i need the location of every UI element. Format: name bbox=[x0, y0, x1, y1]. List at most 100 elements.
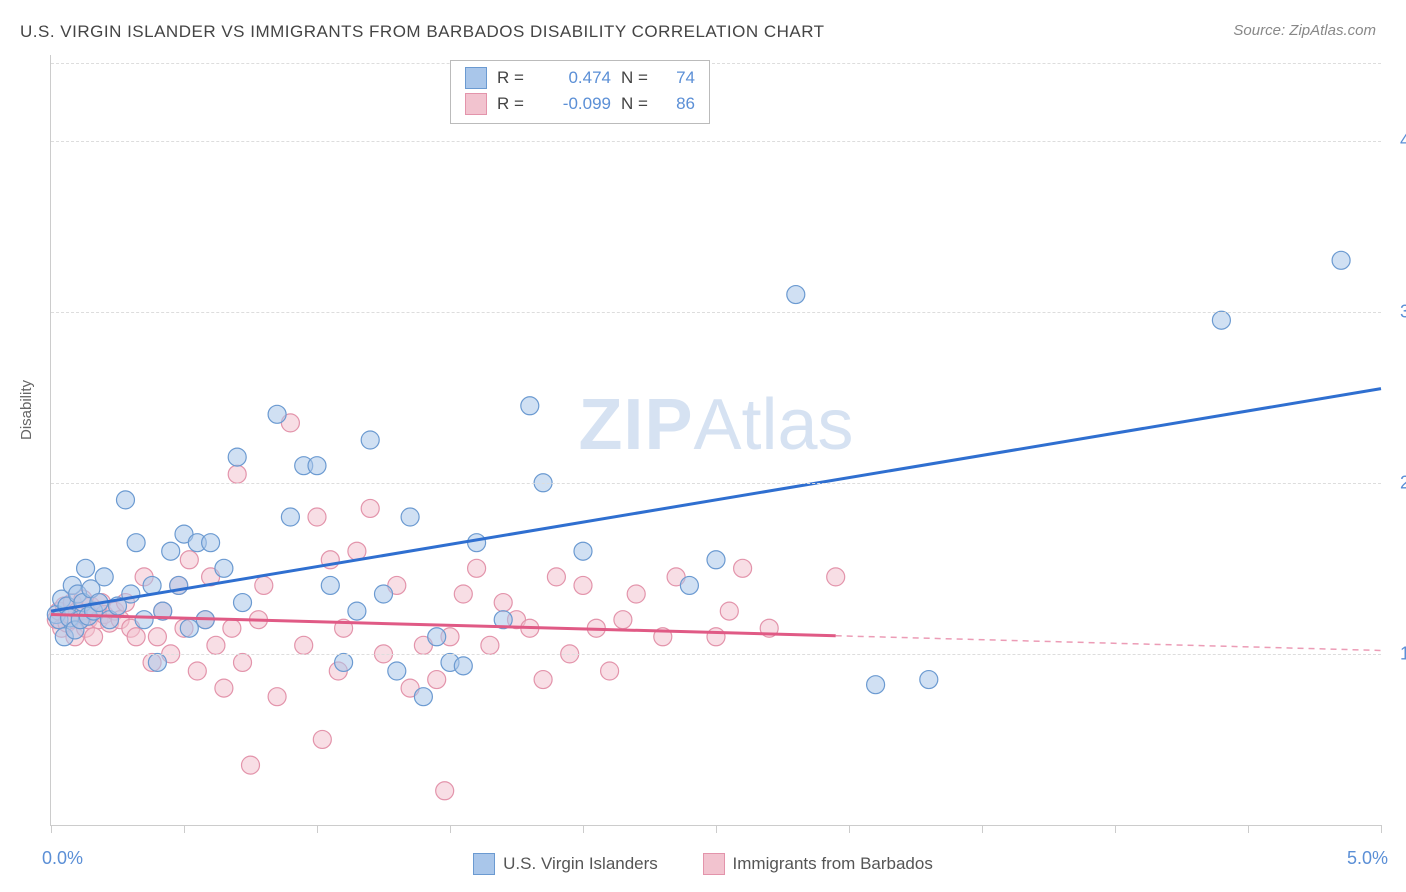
data-point bbox=[867, 676, 885, 694]
y-tick-label: 10.0% bbox=[1400, 643, 1406, 664]
data-point bbox=[162, 542, 180, 560]
data-point bbox=[521, 397, 539, 415]
data-point bbox=[614, 611, 632, 629]
data-point bbox=[574, 576, 592, 594]
data-point bbox=[361, 499, 379, 517]
data-point bbox=[388, 662, 406, 680]
data-point bbox=[468, 534, 486, 552]
data-point bbox=[77, 559, 95, 577]
data-point bbox=[494, 594, 512, 612]
x-tick bbox=[317, 825, 318, 833]
gridline bbox=[51, 483, 1381, 484]
legend-stats-row-1: R = -0.099 N = 86 bbox=[465, 91, 695, 117]
data-point bbox=[242, 756, 260, 774]
data-point bbox=[127, 534, 145, 552]
data-point bbox=[215, 679, 233, 697]
data-point bbox=[428, 628, 446, 646]
data-point bbox=[627, 585, 645, 603]
data-point bbox=[255, 576, 273, 594]
data-point bbox=[734, 559, 752, 577]
trend-line-dashed bbox=[836, 636, 1381, 651]
y-axis-title: Disability bbox=[18, 380, 35, 440]
data-point bbox=[680, 576, 698, 594]
y-tick-label: 30.0% bbox=[1400, 301, 1406, 322]
data-point bbox=[228, 465, 246, 483]
gridline bbox=[51, 63, 1381, 64]
data-point bbox=[707, 551, 725, 569]
data-point bbox=[454, 657, 472, 675]
data-point bbox=[468, 559, 486, 577]
data-point bbox=[234, 594, 252, 612]
x-tick bbox=[51, 825, 52, 833]
data-point bbox=[135, 611, 153, 629]
data-point bbox=[207, 636, 225, 654]
y-tick-label: 20.0% bbox=[1400, 472, 1406, 493]
x-tick-label-min: 0.0% bbox=[42, 848, 83, 869]
plot-area: ZIPAtlas 10.0%20.0%30.0%40.0% bbox=[50, 55, 1381, 826]
legend-item-0: U.S. Virgin Islanders bbox=[473, 853, 658, 875]
n-label-0: N = bbox=[621, 68, 655, 88]
data-point bbox=[228, 448, 246, 466]
data-point bbox=[827, 568, 845, 586]
data-point bbox=[180, 551, 198, 569]
data-point bbox=[481, 636, 499, 654]
data-point bbox=[95, 568, 113, 586]
r-label-0: R = bbox=[497, 68, 531, 88]
data-point bbox=[223, 619, 241, 637]
data-point bbox=[361, 431, 379, 449]
data-point bbox=[348, 602, 366, 620]
x-tick bbox=[849, 825, 850, 833]
source-prefix: Source: bbox=[1233, 22, 1289, 39]
data-point bbox=[707, 628, 725, 646]
x-tick bbox=[716, 825, 717, 833]
data-point bbox=[534, 671, 552, 689]
data-point bbox=[574, 542, 592, 560]
x-tick bbox=[450, 825, 451, 833]
data-point bbox=[720, 602, 738, 620]
r-value-0: 0.474 bbox=[541, 68, 611, 88]
x-tick bbox=[982, 825, 983, 833]
legend-label-1: Immigrants from Barbados bbox=[733, 854, 933, 874]
data-point bbox=[375, 585, 393, 603]
legend-label-0: U.S. Virgin Islanders bbox=[503, 854, 658, 874]
legend-stats: R = 0.474 N = 74 R = -0.099 N = 86 bbox=[450, 60, 710, 124]
data-point bbox=[268, 405, 286, 423]
x-tick-label-max: 5.0% bbox=[1347, 848, 1388, 869]
data-point bbox=[202, 534, 220, 552]
data-point bbox=[308, 508, 326, 526]
n-label-1: N = bbox=[621, 94, 655, 114]
data-point bbox=[428, 671, 446, 689]
x-tick bbox=[184, 825, 185, 833]
data-point bbox=[215, 559, 233, 577]
data-point bbox=[308, 457, 326, 475]
data-point bbox=[268, 688, 286, 706]
data-point bbox=[436, 782, 454, 800]
y-tick-label: 40.0% bbox=[1400, 130, 1406, 151]
legend-series: U.S. Virgin Islanders Immigrants from Ba… bbox=[0, 853, 1406, 880]
r-value-1: -0.099 bbox=[541, 94, 611, 114]
data-point bbox=[281, 508, 299, 526]
data-point bbox=[454, 585, 472, 603]
data-point bbox=[401, 508, 419, 526]
data-point bbox=[148, 628, 166, 646]
data-point bbox=[547, 568, 565, 586]
x-tick bbox=[1115, 825, 1116, 833]
legend-swatch-b0 bbox=[473, 853, 495, 875]
x-tick bbox=[1381, 825, 1382, 833]
legend-swatch-1 bbox=[465, 93, 487, 115]
trend-line-solid bbox=[51, 389, 1381, 611]
gridline bbox=[51, 141, 1381, 142]
legend-stats-row-0: R = 0.474 N = 74 bbox=[465, 65, 695, 91]
data-point bbox=[127, 628, 145, 646]
data-point bbox=[335, 653, 353, 671]
x-tick bbox=[583, 825, 584, 833]
data-point bbox=[1332, 251, 1350, 269]
legend-swatch-b1 bbox=[703, 853, 725, 875]
data-point bbox=[920, 671, 938, 689]
source-name: ZipAtlas.com bbox=[1289, 22, 1376, 39]
data-point bbox=[313, 730, 331, 748]
data-point bbox=[85, 628, 103, 646]
data-point bbox=[116, 491, 134, 509]
plot-svg bbox=[51, 55, 1381, 825]
data-point bbox=[188, 662, 206, 680]
